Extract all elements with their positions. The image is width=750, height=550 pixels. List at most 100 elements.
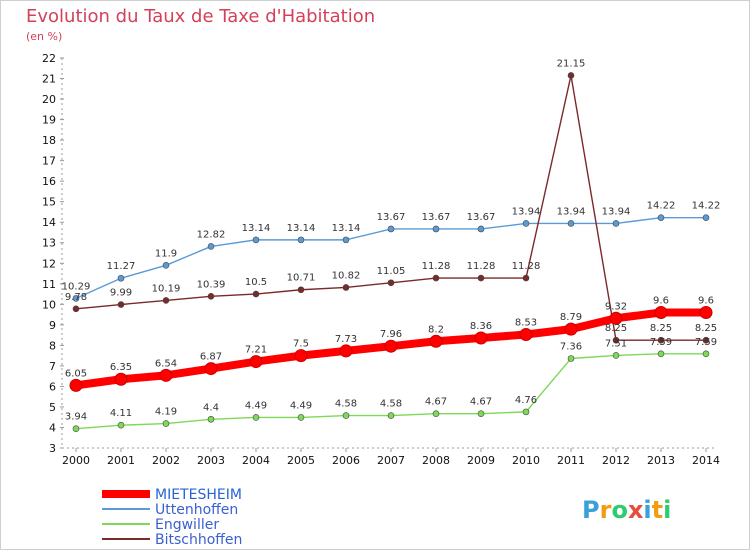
x-tick-label: 2004	[242, 454, 270, 467]
data-label: 9.32	[605, 301, 627, 312]
data-label: 7.5	[293, 339, 309, 350]
x-tick-label: 2010	[512, 454, 540, 467]
brand-logo: Proxiti	[582, 496, 671, 524]
data-label: 4.19	[155, 407, 177, 418]
data-point	[159, 368, 173, 382]
data-label: 9.6	[698, 296, 714, 307]
data-point	[387, 412, 395, 419]
y-tick-label: 17	[42, 155, 56, 168]
data-label: 7.51	[605, 338, 627, 349]
data-label: 13.67	[377, 212, 406, 223]
data-label: 8.53	[515, 317, 537, 328]
data-point	[252, 414, 260, 421]
data-label: 13.94	[602, 206, 631, 217]
chart-title: Evolution du Taux de Taxe d'Habitation	[26, 6, 376, 27]
data-point	[612, 336, 620, 344]
data-label: 7.73	[335, 334, 357, 345]
brand-letter: o	[611, 496, 628, 524]
data-point	[522, 274, 530, 282]
data-point	[699, 306, 713, 320]
y-tick-label: 7	[49, 360, 56, 373]
data-point	[297, 414, 305, 421]
y-tick-label: 3	[49, 442, 56, 455]
data-point	[294, 349, 308, 363]
y-tick-label: 12	[42, 257, 56, 270]
brand-letter: P	[582, 496, 600, 524]
axes: 3 4 5 6 7 8 9 10 11 12 13 14 15 16 17 18 19 20 21 22 2000 200…	[42, 52, 720, 467]
data-label: 14.22	[692, 201, 721, 212]
data-label: 13.67	[467, 212, 496, 223]
data-label: 4.58	[335, 399, 357, 410]
data-label: 10.82	[332, 270, 361, 281]
x-tick-label: 2011	[557, 454, 585, 467]
data-label: 10.29	[62, 281, 91, 292]
data-point	[702, 336, 710, 344]
data-point	[162, 420, 170, 427]
data-point	[117, 274, 125, 282]
data-label: 6.35	[110, 362, 132, 373]
data-label: 7.59	[695, 337, 717, 348]
data-label: 13.94	[512, 206, 541, 217]
x-tick-label: 2006	[332, 454, 360, 467]
data-point	[654, 306, 668, 320]
data-label: 4.49	[245, 400, 267, 411]
y-tick-label: 9	[49, 319, 56, 332]
brand-letter: r	[600, 496, 612, 524]
data-point	[657, 336, 665, 344]
data-point	[204, 362, 218, 376]
y-tick-label: 11	[42, 278, 56, 291]
data-labels: 10.29 11.27 11.9 12.82 13.14 13.14 13.14 13.67 1…	[62, 58, 721, 422]
brand-letter: x	[628, 496, 644, 524]
data-point	[117, 421, 125, 429]
data-point	[522, 408, 530, 416]
data-label: 11.05	[377, 266, 406, 277]
y-tick-label: 5	[49, 401, 56, 414]
y-tick-label: 16	[42, 175, 56, 188]
data-point	[432, 410, 440, 418]
data-point	[342, 412, 350, 419]
data-label: 10.5	[245, 277, 267, 288]
data-label: 6.87	[200, 352, 222, 363]
y-tick-label: 21	[42, 73, 56, 86]
data-point	[612, 220, 620, 227]
y-tick-label: 10	[42, 298, 56, 311]
data-label: 9.99	[110, 288, 132, 299]
data-point	[564, 322, 578, 336]
x-tick-label: 2009	[467, 454, 495, 467]
data-point	[69, 378, 83, 392]
data-label: 12.82	[197, 229, 226, 240]
data-label: 4.58	[380, 399, 402, 410]
brand-letter: t	[652, 496, 663, 524]
data-label: 9.78	[65, 292, 87, 303]
y-tick-label: 6	[49, 380, 56, 393]
chart-subtitle: (en %)	[26, 30, 63, 43]
data-point	[387, 279, 395, 287]
data-label: 4.76	[515, 395, 537, 406]
data-point	[567, 355, 575, 362]
data-label: 8.36	[470, 321, 492, 332]
data-label: 8.25	[650, 323, 672, 334]
data-point	[252, 290, 260, 298]
data-point	[474, 331, 488, 345]
data-point	[432, 274, 440, 282]
data-label: 13.14	[287, 223, 316, 234]
y-tick-label: 20	[42, 93, 56, 106]
data-label: 4.67	[425, 397, 447, 408]
x-tick-label: 2003	[197, 454, 225, 467]
legend-label: Bitschhoffen	[155, 532, 242, 548]
series-lines	[69, 72, 713, 433]
y-tick-label: 13	[42, 237, 56, 250]
data-label: 6.05	[65, 368, 87, 379]
data-point	[702, 350, 710, 358]
brand-letter: i	[643, 496, 651, 524]
data-label: 7.21	[245, 345, 267, 356]
data-point	[429, 334, 443, 348]
y-tick-label: 8	[49, 339, 56, 352]
data-label: 7.36	[560, 342, 582, 353]
data-point	[609, 311, 623, 325]
data-label: 10.19	[152, 283, 181, 294]
data-point	[702, 214, 710, 221]
data-label: 14.22	[647, 201, 676, 212]
data-point	[207, 243, 215, 250]
